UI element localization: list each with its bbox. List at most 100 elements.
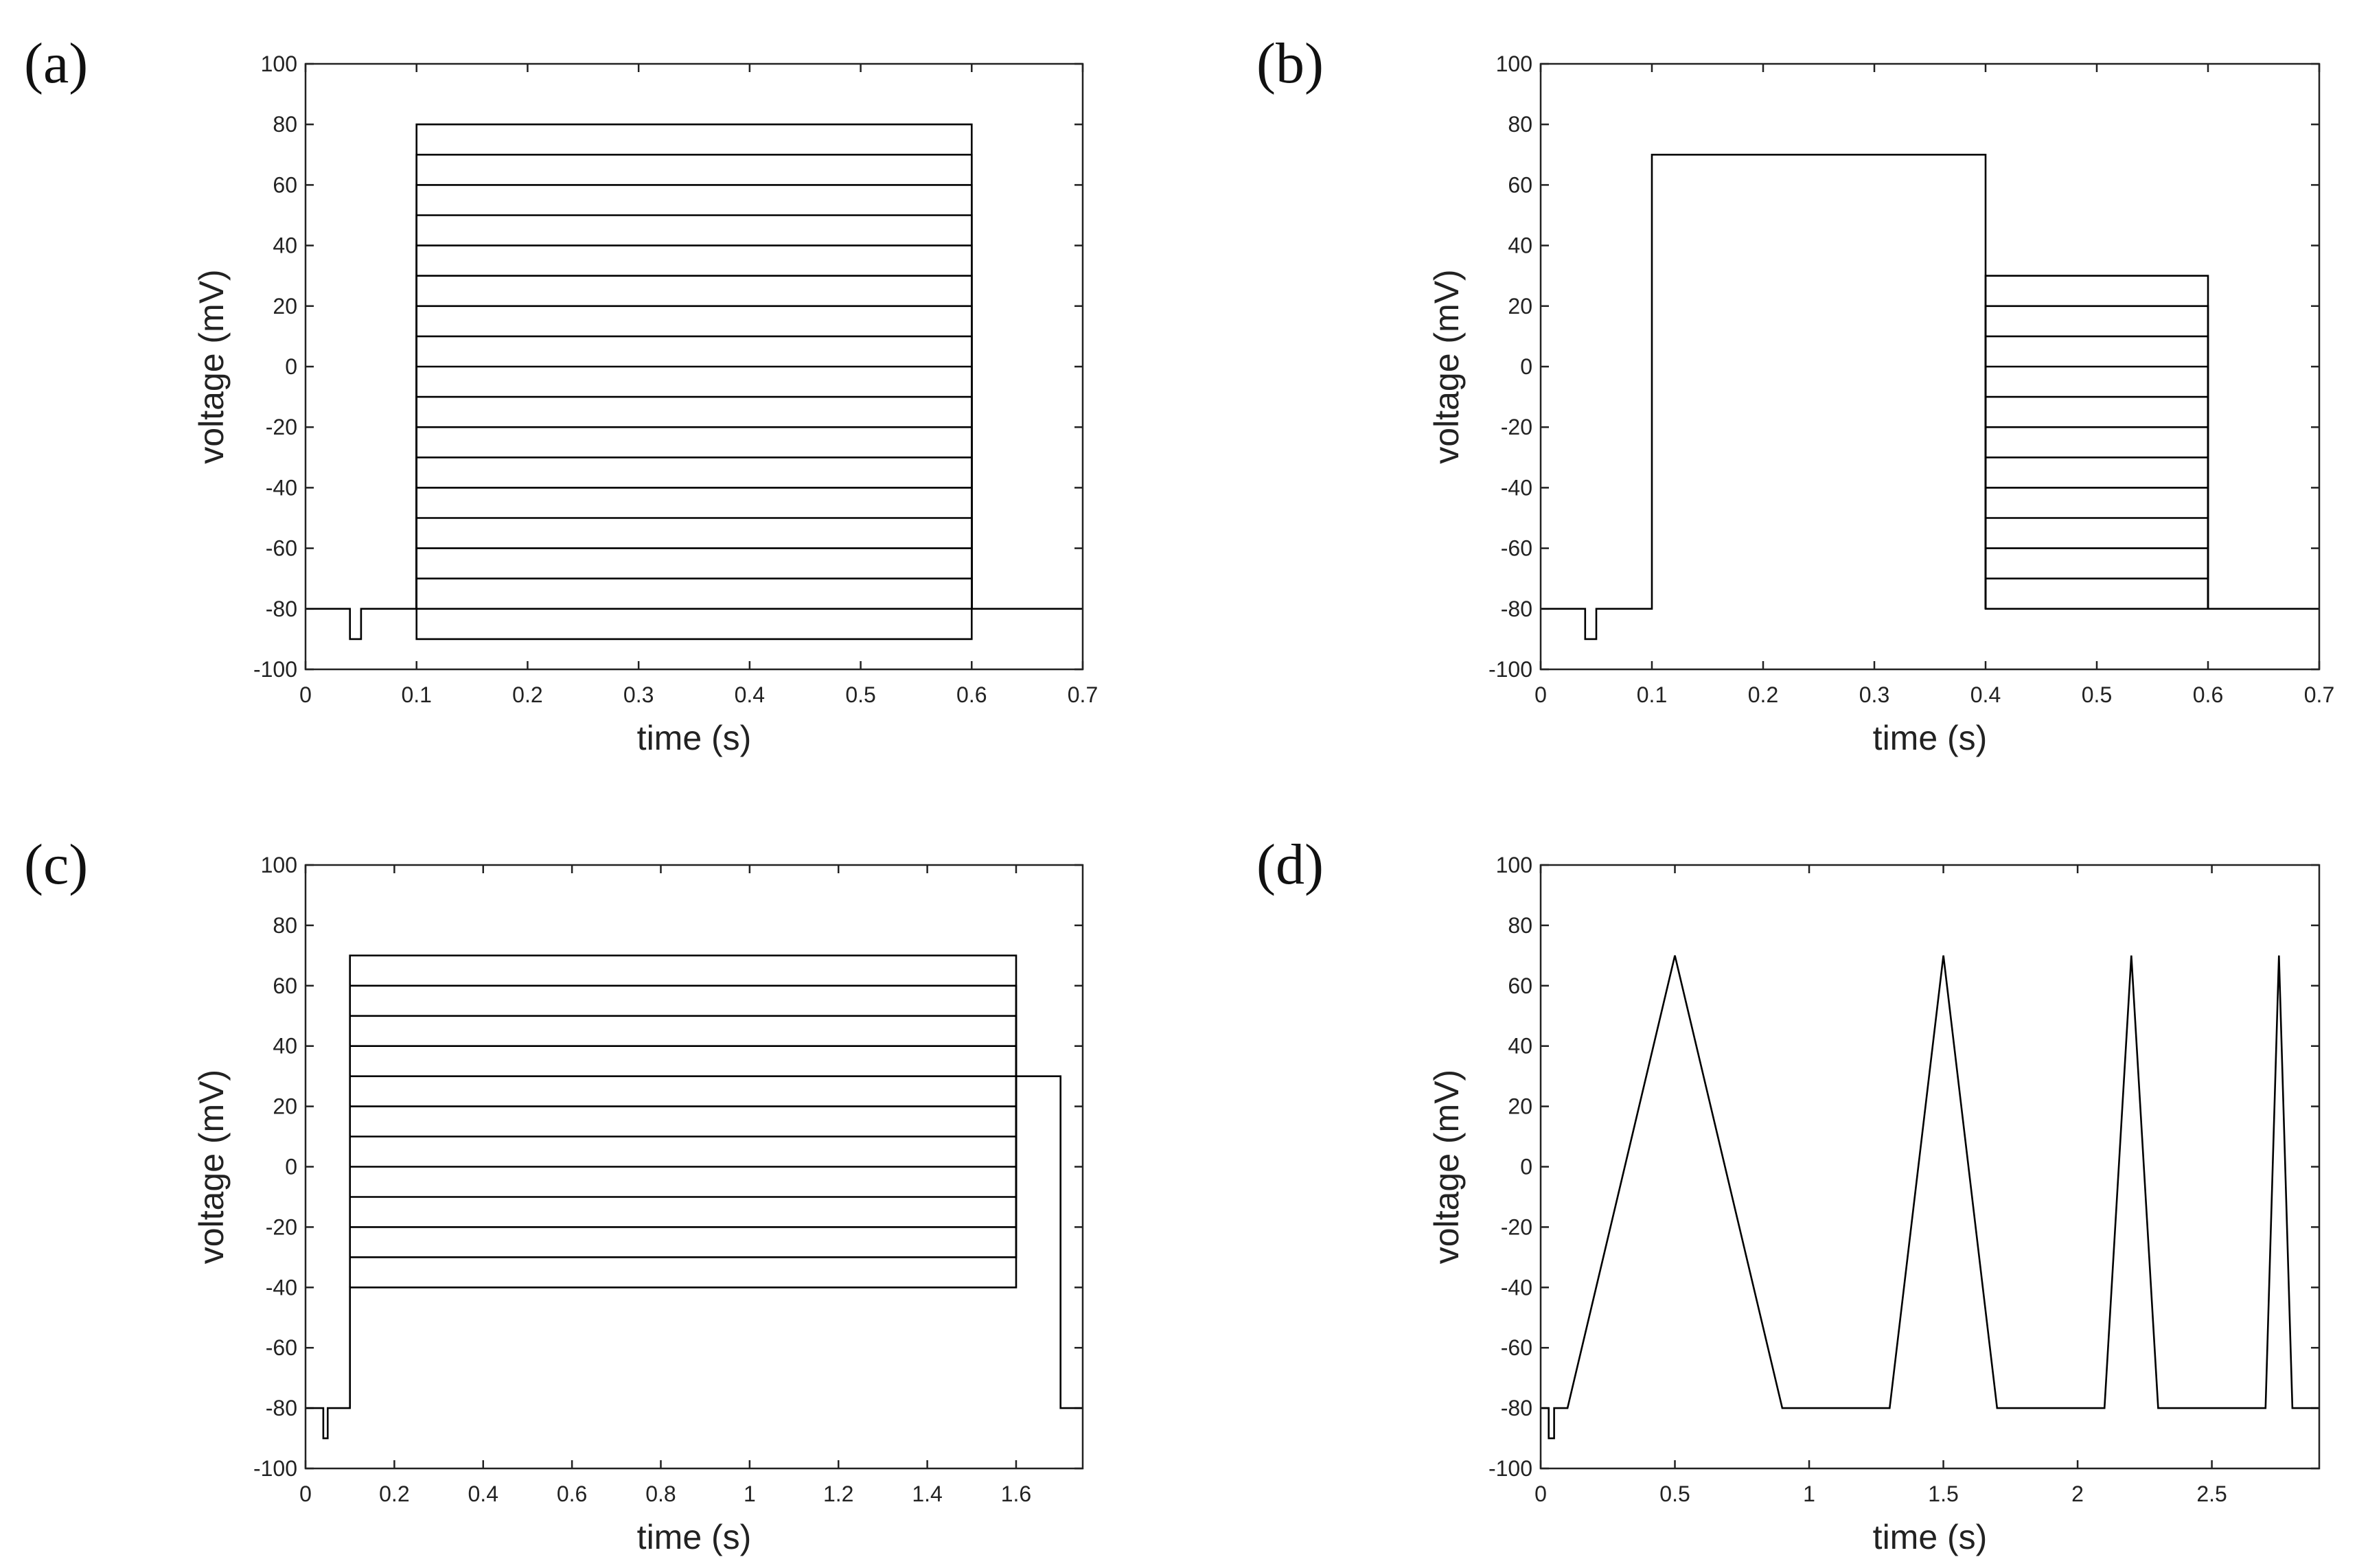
y-tick-label: 100 xyxy=(1496,853,1532,877)
y-tick-label: 60 xyxy=(273,172,297,197)
panel-label: (b) xyxy=(1256,32,1324,95)
y-tick-label: 80 xyxy=(273,112,297,137)
y-tick-label: 20 xyxy=(273,1094,297,1119)
series-line xyxy=(306,608,1083,641)
y-tick-label: -40 xyxy=(266,475,297,500)
x-tick-label: 0.6 xyxy=(557,1481,587,1506)
x-tick-label: 0.3 xyxy=(623,682,654,707)
x-tick-label: 0 xyxy=(299,1481,312,1506)
x-tick-label: 1 xyxy=(1803,1481,1815,1506)
x-tick-label: 0.7 xyxy=(1068,682,1098,707)
x-axis-label: time (s) xyxy=(637,1518,752,1556)
y-tick-label: 20 xyxy=(1508,1094,1532,1119)
plot-frame xyxy=(1539,864,2321,1470)
panel-label: (d) xyxy=(1256,833,1324,897)
x-tick-label: 0.2 xyxy=(512,682,542,707)
y-tick-label: 80 xyxy=(1508,112,1532,137)
x-tick-label: 1.6 xyxy=(1001,1481,1031,1506)
x-tick-label: 0.1 xyxy=(401,682,431,707)
y-axis-label: voltage (mV) xyxy=(1427,1070,1466,1264)
y-tick-label: -60 xyxy=(1501,1335,1532,1360)
y-tick-label: -60 xyxy=(266,1335,297,1360)
plot-frame xyxy=(304,864,1084,1470)
x-tick-label: 0.2 xyxy=(379,1481,409,1506)
x-axis-label: time (s) xyxy=(1873,1518,1988,1556)
series-line xyxy=(1541,955,2319,1440)
series-line xyxy=(415,335,973,609)
y-tick-label: 40 xyxy=(273,1034,297,1059)
series-line xyxy=(1984,275,2209,609)
y-axis-label: voltage (mV) xyxy=(1427,269,1466,463)
y-tick-label: 0 xyxy=(285,354,297,379)
x-tick-label: 0.7 xyxy=(2304,682,2334,707)
y-tick-label: 80 xyxy=(1508,913,1532,938)
series-line xyxy=(415,456,973,609)
plot-frame xyxy=(1539,62,2321,671)
y-axis-label: voltage (mV) xyxy=(192,1070,231,1264)
y-tick-label: -80 xyxy=(266,597,297,621)
panel-label: (c) xyxy=(24,833,88,897)
x-tick-label: 0.5 xyxy=(845,682,875,707)
series-line xyxy=(349,1045,1017,1076)
series-line xyxy=(1984,517,2209,609)
y-tick-label: -80 xyxy=(1501,597,1532,621)
y-tick-label: 0 xyxy=(1520,354,1532,379)
series-line xyxy=(415,123,973,609)
y-tick-label: 20 xyxy=(1508,294,1532,319)
plot-frame xyxy=(304,62,1084,671)
series-line xyxy=(349,954,1017,1288)
y-tick-label: -80 xyxy=(1501,1396,1532,1420)
series-line xyxy=(349,984,1017,1076)
y-tick-label: -80 xyxy=(266,1396,297,1420)
y-tick-label: -100 xyxy=(253,657,297,682)
y-tick-label: 100 xyxy=(261,853,297,877)
series-line xyxy=(1984,577,2209,609)
x-axis-label: time (s) xyxy=(637,719,752,757)
y-tick-label: 20 xyxy=(273,294,297,319)
x-tick-label: 2 xyxy=(2071,1481,2084,1506)
x-tick-label: 1.2 xyxy=(823,1481,853,1506)
chart-panel: (c) -100 -80 -60 -40 -20 0 20 40 60 80 100 0 0.2 0.4 0.… xyxy=(24,833,1084,1556)
series-line xyxy=(415,275,973,609)
y-tick-label: -100 xyxy=(1488,1456,1532,1481)
series-line xyxy=(1984,395,2209,609)
series-line xyxy=(349,1076,1017,1228)
chart-panel: (a) -100 -80 -60 -40 -20 0 20 40 60 80 100 0 0.1 0.2 0.… xyxy=(24,32,1098,757)
x-tick-label: 0.5 xyxy=(1659,1481,1690,1506)
chart-panel: (b) -100 -80 -60 -40 -20 0 20 40 60 80 100 0 0.1 0.2 0.… xyxy=(1256,32,2334,757)
y-tick-label: -20 xyxy=(266,415,297,439)
x-tick-label: 0.4 xyxy=(468,1481,498,1506)
x-tick-label: 2.5 xyxy=(2196,1481,2227,1506)
y-tick-label: 100 xyxy=(261,51,297,76)
series-line xyxy=(1984,335,2209,609)
series-line xyxy=(306,1075,1083,1440)
chart-panel: (d) -100 -80 -60 -40 -20 0 20 40 60 80 100 0 0.5 1 1.5 2… xyxy=(1256,833,2321,1556)
x-tick-label: 0 xyxy=(1534,682,1547,707)
y-tick-label: 60 xyxy=(273,973,297,998)
x-tick-label: 0 xyxy=(1534,1481,1547,1506)
series-line xyxy=(1541,154,2319,641)
y-tick-label: -40 xyxy=(1501,1275,1532,1300)
panel-label: (a) xyxy=(24,32,88,95)
y-tick-label: -20 xyxy=(1501,415,1532,439)
series-line xyxy=(415,214,973,609)
x-tick-label: 1.5 xyxy=(1928,1481,1958,1506)
x-tick-label: 0.3 xyxy=(1859,682,1889,707)
x-tick-label: 0 xyxy=(299,682,312,707)
y-axis-label: voltage (mV) xyxy=(192,269,231,463)
x-tick-label: 0.6 xyxy=(956,682,987,707)
x-tick-label: 0.8 xyxy=(645,1481,676,1506)
y-tick-label: 0 xyxy=(1520,1155,1532,1179)
y-tick-label: 80 xyxy=(273,913,297,938)
series-line xyxy=(415,577,973,609)
series-line xyxy=(415,517,973,609)
x-axis-label: time (s) xyxy=(1873,719,1988,757)
y-tick-label: 40 xyxy=(1508,233,1532,258)
series-line xyxy=(415,395,973,609)
series-line xyxy=(1984,456,2209,609)
y-tick-label: -60 xyxy=(266,536,297,561)
y-tick-label: -100 xyxy=(1488,657,1532,682)
y-tick-label: -20 xyxy=(266,1214,297,1239)
series-line xyxy=(349,1076,1017,1168)
